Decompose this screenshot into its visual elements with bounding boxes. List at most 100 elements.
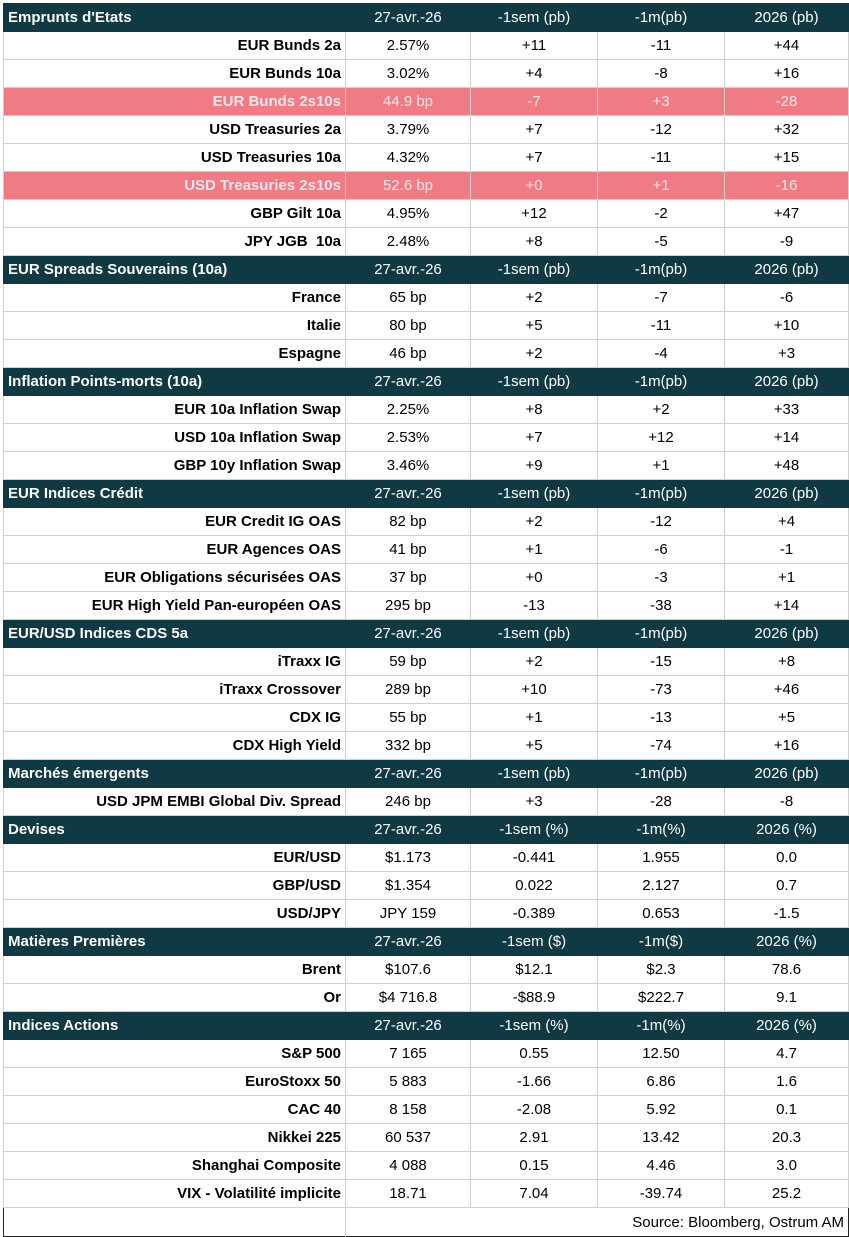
row-label: EUR Bunds 10a [3, 59, 346, 88]
section-header: Inflation Points-morts (10a) 27-avr.-26 -1… [3, 367, 849, 396]
cell-value: -7 [470, 87, 598, 116]
data-row: Or $4 716.8 -$88.9 $222.7 9.1 [3, 983, 849, 1012]
column-header: 2026 (%) [724, 1011, 849, 1040]
data-row: CDX High Yield 332 bp +5 -74 +16 [3, 731, 849, 760]
section-title: Marchés émergents [3, 759, 346, 788]
row-label: EuroStoxx 50 [3, 1067, 346, 1096]
cell-value: +1 [470, 703, 598, 732]
row-label: JPY JGB 10a [3, 227, 346, 256]
data-row: Italie 80 bp +5 -11 +10 [3, 311, 849, 340]
section-title: Inflation Points-morts (10a) [3, 367, 346, 396]
cell-value: -11 [597, 311, 725, 340]
column-header: 2026 (pb) [724, 367, 849, 396]
row-label: Nikkei 225 [3, 1123, 346, 1152]
row-label: CDX High Yield [3, 731, 346, 760]
row-label: EUR Obligations sécurisées OAS [3, 563, 346, 592]
column-header: 2026 (%) [724, 927, 849, 956]
row-label: Espagne [3, 339, 346, 368]
cell-value: +5 [470, 731, 598, 760]
column-header: -1sem ($) [470, 927, 598, 956]
section-header: EUR/USD Indices CDS 5a 27-avr.-26 -1sem (p… [3, 619, 849, 648]
cell-value: -2 [597, 199, 725, 228]
cell-value: +8 [470, 227, 598, 256]
data-row: USD 10a Inflation Swap 2.53% +7 +12 +14 [3, 423, 849, 452]
section-title: Matières Premières [3, 927, 346, 956]
column-header: 2026 (pb) [724, 759, 849, 788]
column-header: -1sem (%) [470, 815, 598, 844]
data-row: EUR/USD $1.173 -0.441 1.955 0.0 [3, 843, 849, 872]
row-label: EUR Bunds 2a [3, 31, 346, 60]
cell-value: +5 [470, 311, 598, 340]
section-title: EUR/USD Indices CDS 5a [3, 619, 346, 648]
data-row: EUR Agences OAS 41 bp +1 -6 -1 [3, 535, 849, 564]
cell-value: -6 [597, 535, 725, 564]
cell-value: 65 bp [345, 283, 471, 312]
cell-value: 2.127 [597, 871, 725, 900]
cell-value: +3 [470, 787, 598, 816]
data-row: EUR Obligations sécurisées OAS 37 bp +0 -3 +… [3, 563, 849, 592]
cell-value: -13 [470, 591, 598, 620]
cell-value: -13 [597, 703, 725, 732]
column-header: -1m(pb) [597, 759, 725, 788]
cell-value: 12.50 [597, 1039, 725, 1068]
row-label: USD/JPY [3, 899, 346, 928]
cell-value: -38 [597, 591, 725, 620]
cell-value: 0.55 [470, 1039, 598, 1068]
column-header: -1m($) [597, 927, 725, 956]
section-header: Marchés émergents 27-avr.-26 -1sem (pb) -1m… [3, 759, 849, 788]
cell-value: +10 [470, 675, 598, 704]
cell-value: -11 [597, 143, 725, 172]
cell-value: +32 [724, 115, 849, 144]
cell-value: +8 [724, 647, 849, 676]
cell-value: 52.6 bp [345, 171, 471, 200]
cell-value: -8 [724, 787, 849, 816]
row-label: S&P 500 [3, 1039, 346, 1068]
cell-value: -8 [597, 59, 725, 88]
cell-value: 2.53% [345, 423, 471, 452]
cell-value: -0.441 [470, 843, 598, 872]
cell-value: 78.6 [724, 955, 849, 984]
cell-value: -74 [597, 731, 725, 760]
cell-value: 41 bp [345, 535, 471, 564]
cell-value: +10 [724, 311, 849, 340]
column-header: -1m(%) [597, 1011, 725, 1040]
data-row: EUR Bunds 2a 2.57% +11 -11 +44 [3, 31, 849, 60]
cell-value: +7 [470, 115, 598, 144]
cell-value: 3.46% [345, 451, 471, 480]
cell-value: 4.46 [597, 1151, 725, 1180]
cell-value: +7 [470, 423, 598, 452]
data-row: iTraxx IG 59 bp +2 -15 +8 [3, 647, 849, 676]
data-row: CAC 40 8 158 -2.08 5.92 0.1 [3, 1095, 849, 1124]
section-title: EUR Spreads Souverains (10a) [3, 255, 346, 284]
cell-value: 37 bp [345, 563, 471, 592]
row-label: GBP/USD [3, 871, 346, 900]
cell-value: 5.92 [597, 1095, 725, 1124]
column-header: -1sem (pb) [470, 479, 598, 508]
cell-value: 1.6 [724, 1067, 849, 1096]
cell-value: +4 [470, 59, 598, 88]
cell-value: $107.6 [345, 955, 471, 984]
column-header: 2026 (%) [724, 815, 849, 844]
row-label: France [3, 283, 346, 312]
data-row: CDX IG 55 bp +1 -13 +5 [3, 703, 849, 732]
cell-value: 25.2 [724, 1179, 849, 1208]
column-header: -1m(pb) [597, 3, 725, 32]
data-row: Espagne 46 bp +2 -4 +3 [3, 339, 849, 368]
cell-value: -1.5 [724, 899, 849, 928]
row-label: Brent [3, 955, 346, 984]
cell-value: 18.71 [345, 1179, 471, 1208]
row-label: USD Treasuries 2s10s [3, 171, 346, 200]
row-label: iTraxx IG [3, 647, 346, 676]
cell-value: 0.0 [724, 843, 849, 872]
cell-value: +3 [724, 339, 849, 368]
cell-value: -6 [724, 283, 849, 312]
cell-value: 246 bp [345, 787, 471, 816]
column-header: 27-avr.-26 [345, 367, 471, 396]
cell-value: $222.7 [597, 983, 725, 1012]
data-row: EUR Bunds 10a 3.02% +4 -8 +16 [3, 59, 849, 88]
cell-value: 0.1 [724, 1095, 849, 1124]
cell-value: 0.022 [470, 871, 598, 900]
cell-value: 5 883 [345, 1067, 471, 1096]
cell-value: 0.653 [597, 899, 725, 928]
section-header: Devises 27-avr.-26 -1sem (%) -1m(%) 2026 (%) [3, 815, 849, 844]
